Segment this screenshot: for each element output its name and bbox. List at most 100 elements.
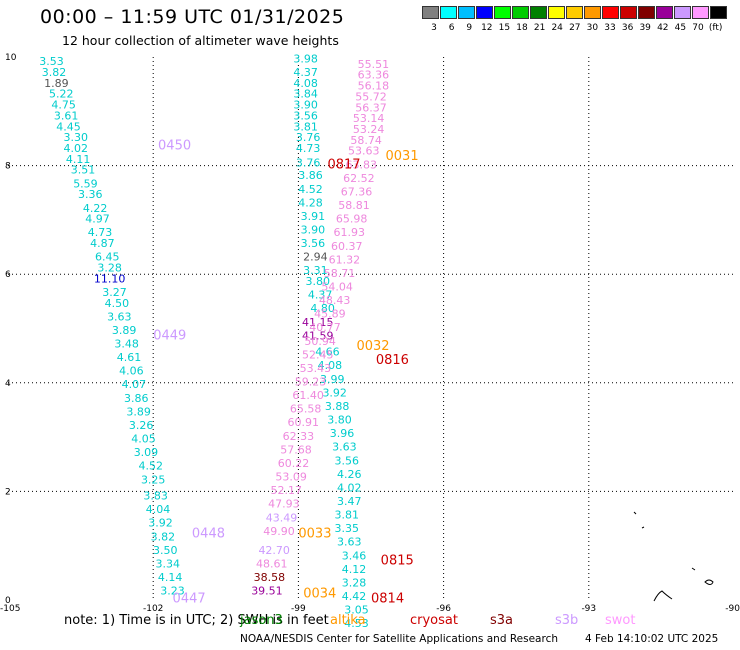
wave-height-value: 3.89 (112, 324, 137, 337)
chart-subtitle: 12 hour collection of altimeter wave hei… (62, 33, 339, 48)
wave-height-value: 4.73 (88, 226, 113, 239)
wave-height-value: 3.28 (97, 261, 122, 274)
legend-swatch (710, 6, 727, 19)
wave-height-value: 3.27 (102, 286, 127, 299)
wave-height-value: 3.35 (335, 522, 360, 535)
wave-height-value: 3.82 (151, 530, 176, 543)
wave-height-value: 3.92 (322, 386, 347, 399)
wave-height-value: 4.06 (119, 365, 144, 378)
satellite-legend-altika: altika (330, 613, 366, 628)
pass-label: 0450 (158, 138, 191, 153)
wave-height-value: 4.52 (298, 183, 323, 196)
satellite-legend-s3a: s3a (490, 613, 514, 628)
wave-height-value: 4.08 (318, 359, 343, 372)
legend-label: 21 (533, 23, 546, 33)
wave-height-value: 3.80 (327, 414, 352, 427)
wave-height-value: 48.61 (256, 557, 288, 570)
legend-swatch (458, 6, 475, 19)
wave-height-value: 4.02 (337, 481, 362, 494)
wave-height-value: 3.81 (335, 509, 360, 522)
wave-height-value: 48.43 (319, 294, 351, 307)
legend-label: 27 (569, 23, 581, 33)
wave-height-value: 4.80 (310, 302, 335, 315)
wave-height-value: 4.12 (342, 563, 367, 576)
legend-swatch (692, 6, 709, 19)
wave-height-value: 41.15 (302, 316, 334, 329)
pass-label: 0034 (303, 586, 336, 601)
pass-label: 0033 (298, 527, 331, 542)
wave-height-value: 54.04 (321, 280, 353, 293)
axis-ticks: -105 -102 -99 -96 -93 -90 0 2 4 6 8 10 (0, 53, 740, 614)
wave-height-value: 3.76 (296, 157, 321, 170)
wave-height-value: 11.10 (94, 272, 126, 285)
footer-generated-time: 4 Feb 14:10:02 UTC 2025 (585, 633, 719, 645)
wave-height-value: 3.30 (64, 131, 89, 144)
pass-label: 0816 (376, 353, 409, 368)
legend-label: 36 (621, 23, 634, 33)
wave-height-value: 43.49 (266, 511, 298, 524)
wave-height-value: 60.91 (287, 416, 319, 429)
wave-height-value: 3.47 (337, 495, 362, 508)
wave-height-value: 4.66 (315, 346, 340, 359)
chart-title: 00:00 – 11:59 UTC 01/31/2025 (40, 6, 345, 28)
legend-label: 30 (586, 23, 599, 33)
wave-height-value: 67.36 (341, 185, 373, 198)
legend-swatch (656, 6, 673, 19)
wave-height-value: 3.88 (325, 400, 350, 413)
wave-height-value: 3.86 (298, 169, 323, 182)
wave-height-value: 3.63 (107, 310, 132, 323)
legend-label: 6 (448, 23, 455, 33)
legend-swatch (566, 6, 583, 19)
x-tick-label: -93 (581, 604, 596, 614)
wave-height-value: 41.59 (302, 329, 334, 342)
wave-height-value: 56.37 (355, 101, 387, 114)
wave-height-value: 3.63 (332, 441, 357, 454)
y-tick-label: 0 (5, 596, 11, 606)
wave-height-value: 5.59 (73, 177, 98, 190)
wave-height-value: 58.74 (350, 134, 382, 147)
pass-label: 0817 (327, 157, 360, 172)
wave-height-value: 61.32 (329, 253, 361, 266)
wave-height-value: 62.52 (343, 172, 375, 185)
wave-height-value: 4.87 (90, 237, 115, 250)
wave-height-value: 3.26 (129, 419, 154, 432)
wave-height-value: 4.97 (85, 213, 110, 226)
wave-height-value: 52.45 (302, 348, 334, 361)
wave-height-value: 1.89 (44, 77, 69, 90)
wave-height-value: 42.70 (258, 544, 290, 557)
wave-height-value: 3.36 (78, 188, 103, 201)
notes-bar: note: 1) Time is in UTC; 2) SWH is in fe… (64, 613, 635, 628)
wave-height-value: 3.05 (344, 604, 369, 617)
wave-height-value: 3.86 (124, 392, 149, 405)
x-tick-label: -90 (725, 604, 740, 614)
wave-height-value: 4.26 (337, 468, 362, 481)
x-tick-label: -102 (143, 604, 163, 614)
wave-height-value: 50.94 (304, 335, 336, 348)
wave-height-value: 3.89 (126, 405, 151, 418)
wave-height-value: 61.93 (333, 226, 365, 239)
legend-swatch (548, 6, 565, 19)
island-path (704, 579, 714, 585)
wave-height-value: 3.99 (320, 373, 345, 386)
wave-height-value: 3.76 (296, 131, 321, 144)
wave-height-value: 4.52 (139, 460, 164, 473)
wave-height-value: 53.63 (348, 145, 380, 158)
pass-label: 0448 (192, 527, 225, 542)
wave-height-value: 3.61 (54, 109, 79, 122)
legend-swatch (584, 6, 601, 19)
wave-height-value: 4.61 (117, 351, 142, 364)
wave-height-value: 3.90 (301, 223, 326, 236)
wave-height-value: 60.22 (278, 457, 310, 470)
wave-height-value: 3.56 (293, 109, 318, 122)
wave-height-value: 3.56 (301, 237, 326, 250)
wave-height-value: 3.25 (141, 473, 166, 486)
wave-height-value: 3.63 (337, 536, 362, 549)
wave-height-value: 3.81 (293, 120, 318, 133)
legend-label: 3 (431, 23, 437, 33)
wave-height-value: 60.37 (331, 240, 363, 253)
y-tick-label: 10 (5, 53, 17, 63)
wave-height-value: 56.18 (358, 80, 390, 93)
wave-height-value: 4.08 (293, 77, 318, 90)
